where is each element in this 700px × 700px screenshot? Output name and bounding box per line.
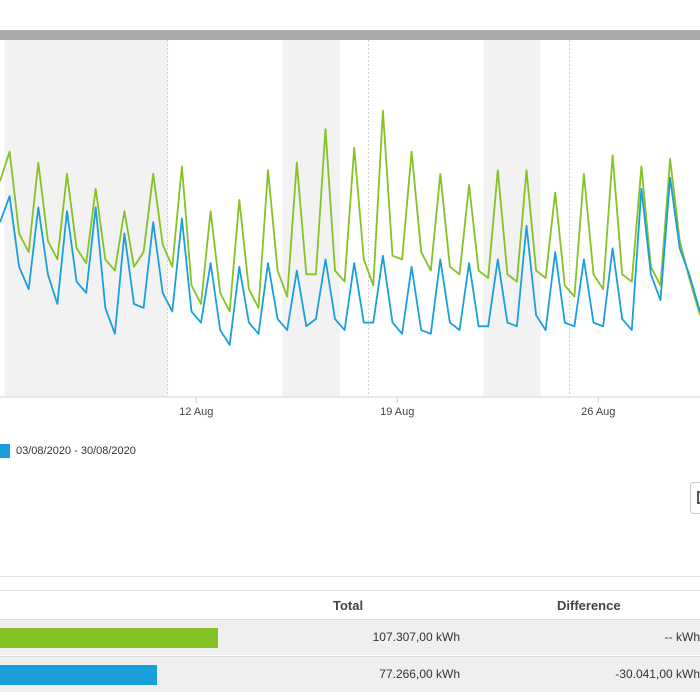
series-lines [0,109,700,346]
top-scrollbar[interactable] [0,30,700,40]
legend-label: 03/08/2020 - 30/08/2020 [16,445,136,457]
table-row: 77.266,00 kWh -30.041,00 kWh [0,656,700,692]
series-line-green [0,109,700,316]
total-bar [0,628,218,648]
table-row: 107.307,00 kWh -- kWh [0,619,700,655]
week-dividers [167,40,571,397]
total-value: 107.307,00 kWh [372,630,460,644]
weekend-band [4,40,168,397]
difference-value: -- kWh [664,630,700,644]
x-axis-ticks: 12 Aug 19 Aug 26 Aug [179,397,615,418]
legend[interactable]: 03/08/2020 - 30/08/2020 [0,444,136,458]
weekend-band [483,40,541,397]
sidebar-toggle-button[interactable] [690,482,700,514]
panel-icon [697,491,700,504]
energy-line-chart: 12 Aug 19 Aug 26 Aug [0,40,700,418]
header-difference: Difference [557,598,621,613]
legend-swatch [0,444,10,458]
total-value: 77.266,00 kWh [379,667,460,681]
x-tick-label: 19 Aug [380,406,414,418]
page-bottom [0,692,700,700]
series-line-blue [0,176,700,346]
summary-table-header: Total Difference [0,590,700,618]
x-tick-label: 26 Aug [581,406,615,418]
header-total: Total [333,598,364,613]
difference-value: -30.041,00 kWh [615,667,700,681]
divider [0,576,700,577]
total-bar [0,665,157,685]
x-tick-label: 12 Aug [179,406,213,418]
